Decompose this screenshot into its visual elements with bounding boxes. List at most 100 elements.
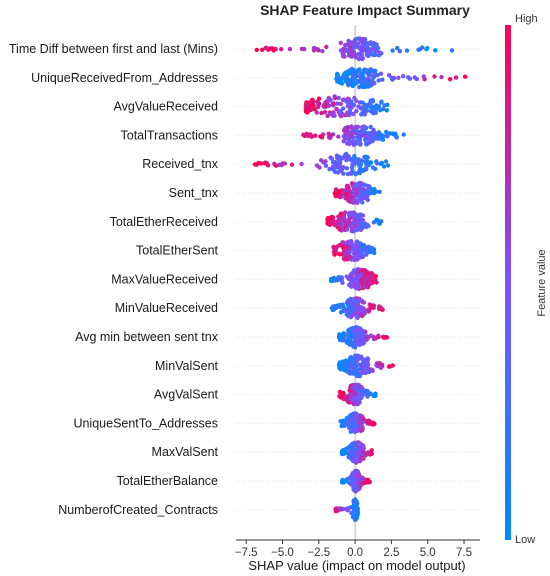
feature-label: MaxValSent (152, 445, 219, 459)
swarm-point (371, 81, 376, 86)
swarm-point (336, 134, 341, 139)
swarm-point (335, 71, 340, 77)
swarm-point (346, 423, 351, 428)
swarm-point (354, 477, 359, 482)
swarm-point (329, 276, 334, 282)
colorbar-low-label: Low (515, 534, 535, 546)
swarm-point (404, 48, 410, 53)
swarm-point (363, 126, 369, 131)
swarm-point (306, 108, 312, 113)
feature-swarm (254, 36, 455, 62)
swarm-point (361, 445, 367, 451)
swarm-point (368, 40, 373, 45)
swarm-point (371, 52, 377, 58)
swarm-point (352, 370, 357, 375)
swarm-point (363, 154, 368, 159)
swarm-point (356, 194, 362, 199)
swarm-point (366, 136, 372, 141)
swarm-point (346, 276, 351, 281)
swarm-point (360, 218, 366, 223)
swarm-point (332, 252, 337, 257)
swarm-point (373, 110, 379, 115)
swarm-point (352, 223, 357, 228)
swarm-point (326, 135, 332, 140)
swarm-point (349, 181, 355, 186)
swarm-point (336, 79, 341, 84)
swarm-point (360, 389, 365, 394)
feature-label: TotalEtherReceived (110, 215, 218, 229)
swarm-point (355, 190, 360, 195)
swarm-point (344, 191, 349, 197)
feature-labels: Time Diff between first and last (Mins) U… (9, 42, 219, 517)
swarm-point (349, 165, 355, 170)
swarm-point (355, 181, 360, 187)
swarm-point (325, 113, 330, 119)
swarm-point (347, 254, 353, 259)
swarm-point (352, 481, 357, 486)
colorbar-gradient (505, 25, 511, 540)
swarm-point (362, 480, 367, 486)
swarm-point (350, 161, 355, 167)
swarm-point (333, 96, 338, 101)
swarm-point (333, 187, 339, 192)
swarm-point (343, 113, 348, 118)
swarm-point (353, 503, 358, 509)
feature-swarm (338, 411, 377, 434)
swarm-point (374, 159, 379, 164)
swarm-point (343, 358, 349, 363)
swarm-point (354, 468, 359, 473)
swarm-point (343, 130, 348, 136)
swarm-point (350, 210, 355, 215)
feature-swarm (332, 180, 382, 205)
swarm-point (357, 427, 363, 432)
x-tick-label: −7.5 (235, 547, 258, 559)
swarm-point (362, 278, 367, 283)
swarm-point (323, 104, 329, 109)
swarm-point (344, 312, 349, 317)
swarm-point (311, 46, 317, 51)
swarm-point (364, 196, 369, 201)
swarm-point (397, 49, 403, 54)
swarm-point (341, 451, 346, 457)
swarm-point (439, 74, 444, 80)
colorbar-title: Feature value (536, 249, 548, 316)
swarm-point (289, 162, 295, 167)
swarm-point (342, 54, 347, 59)
swarm-point (371, 43, 376, 48)
swarm-point (349, 133, 354, 138)
feature-swarm (337, 353, 395, 379)
swarm-point (351, 111, 356, 117)
swarm-point (351, 401, 356, 407)
swarm-point (371, 75, 376, 80)
swarm-point (368, 247, 373, 252)
swarm-point (350, 246, 355, 251)
feature-label: MinValSent (155, 359, 219, 373)
swarm-point (350, 441, 355, 446)
swarm-point (351, 192, 357, 197)
swarm-point (380, 137, 386, 142)
swarm-point (360, 100, 365, 105)
swarm-point (365, 357, 371, 362)
swarm-point (344, 183, 350, 189)
swarm-point (332, 278, 338, 283)
swarm-point (365, 53, 370, 58)
swarm-point (343, 134, 349, 140)
swarm-point (352, 95, 357, 101)
swarm-point (364, 160, 369, 165)
swarm-point (323, 163, 329, 168)
swarm-point (366, 335, 371, 340)
swarm-point (263, 160, 268, 165)
swarm-point (352, 218, 357, 223)
feature-swarm (301, 124, 406, 147)
swarm-point (355, 353, 361, 358)
swarm-point (355, 481, 361, 486)
swarm-point (354, 160, 359, 165)
swarm-point (332, 222, 338, 228)
swarm-point (349, 226, 355, 231)
swarm-point (356, 367, 361, 372)
swarm-point (320, 48, 325, 54)
swarm-point (344, 74, 350, 79)
swarm-point (356, 384, 362, 389)
swarm-point (462, 74, 468, 79)
swarm-point (358, 142, 363, 147)
